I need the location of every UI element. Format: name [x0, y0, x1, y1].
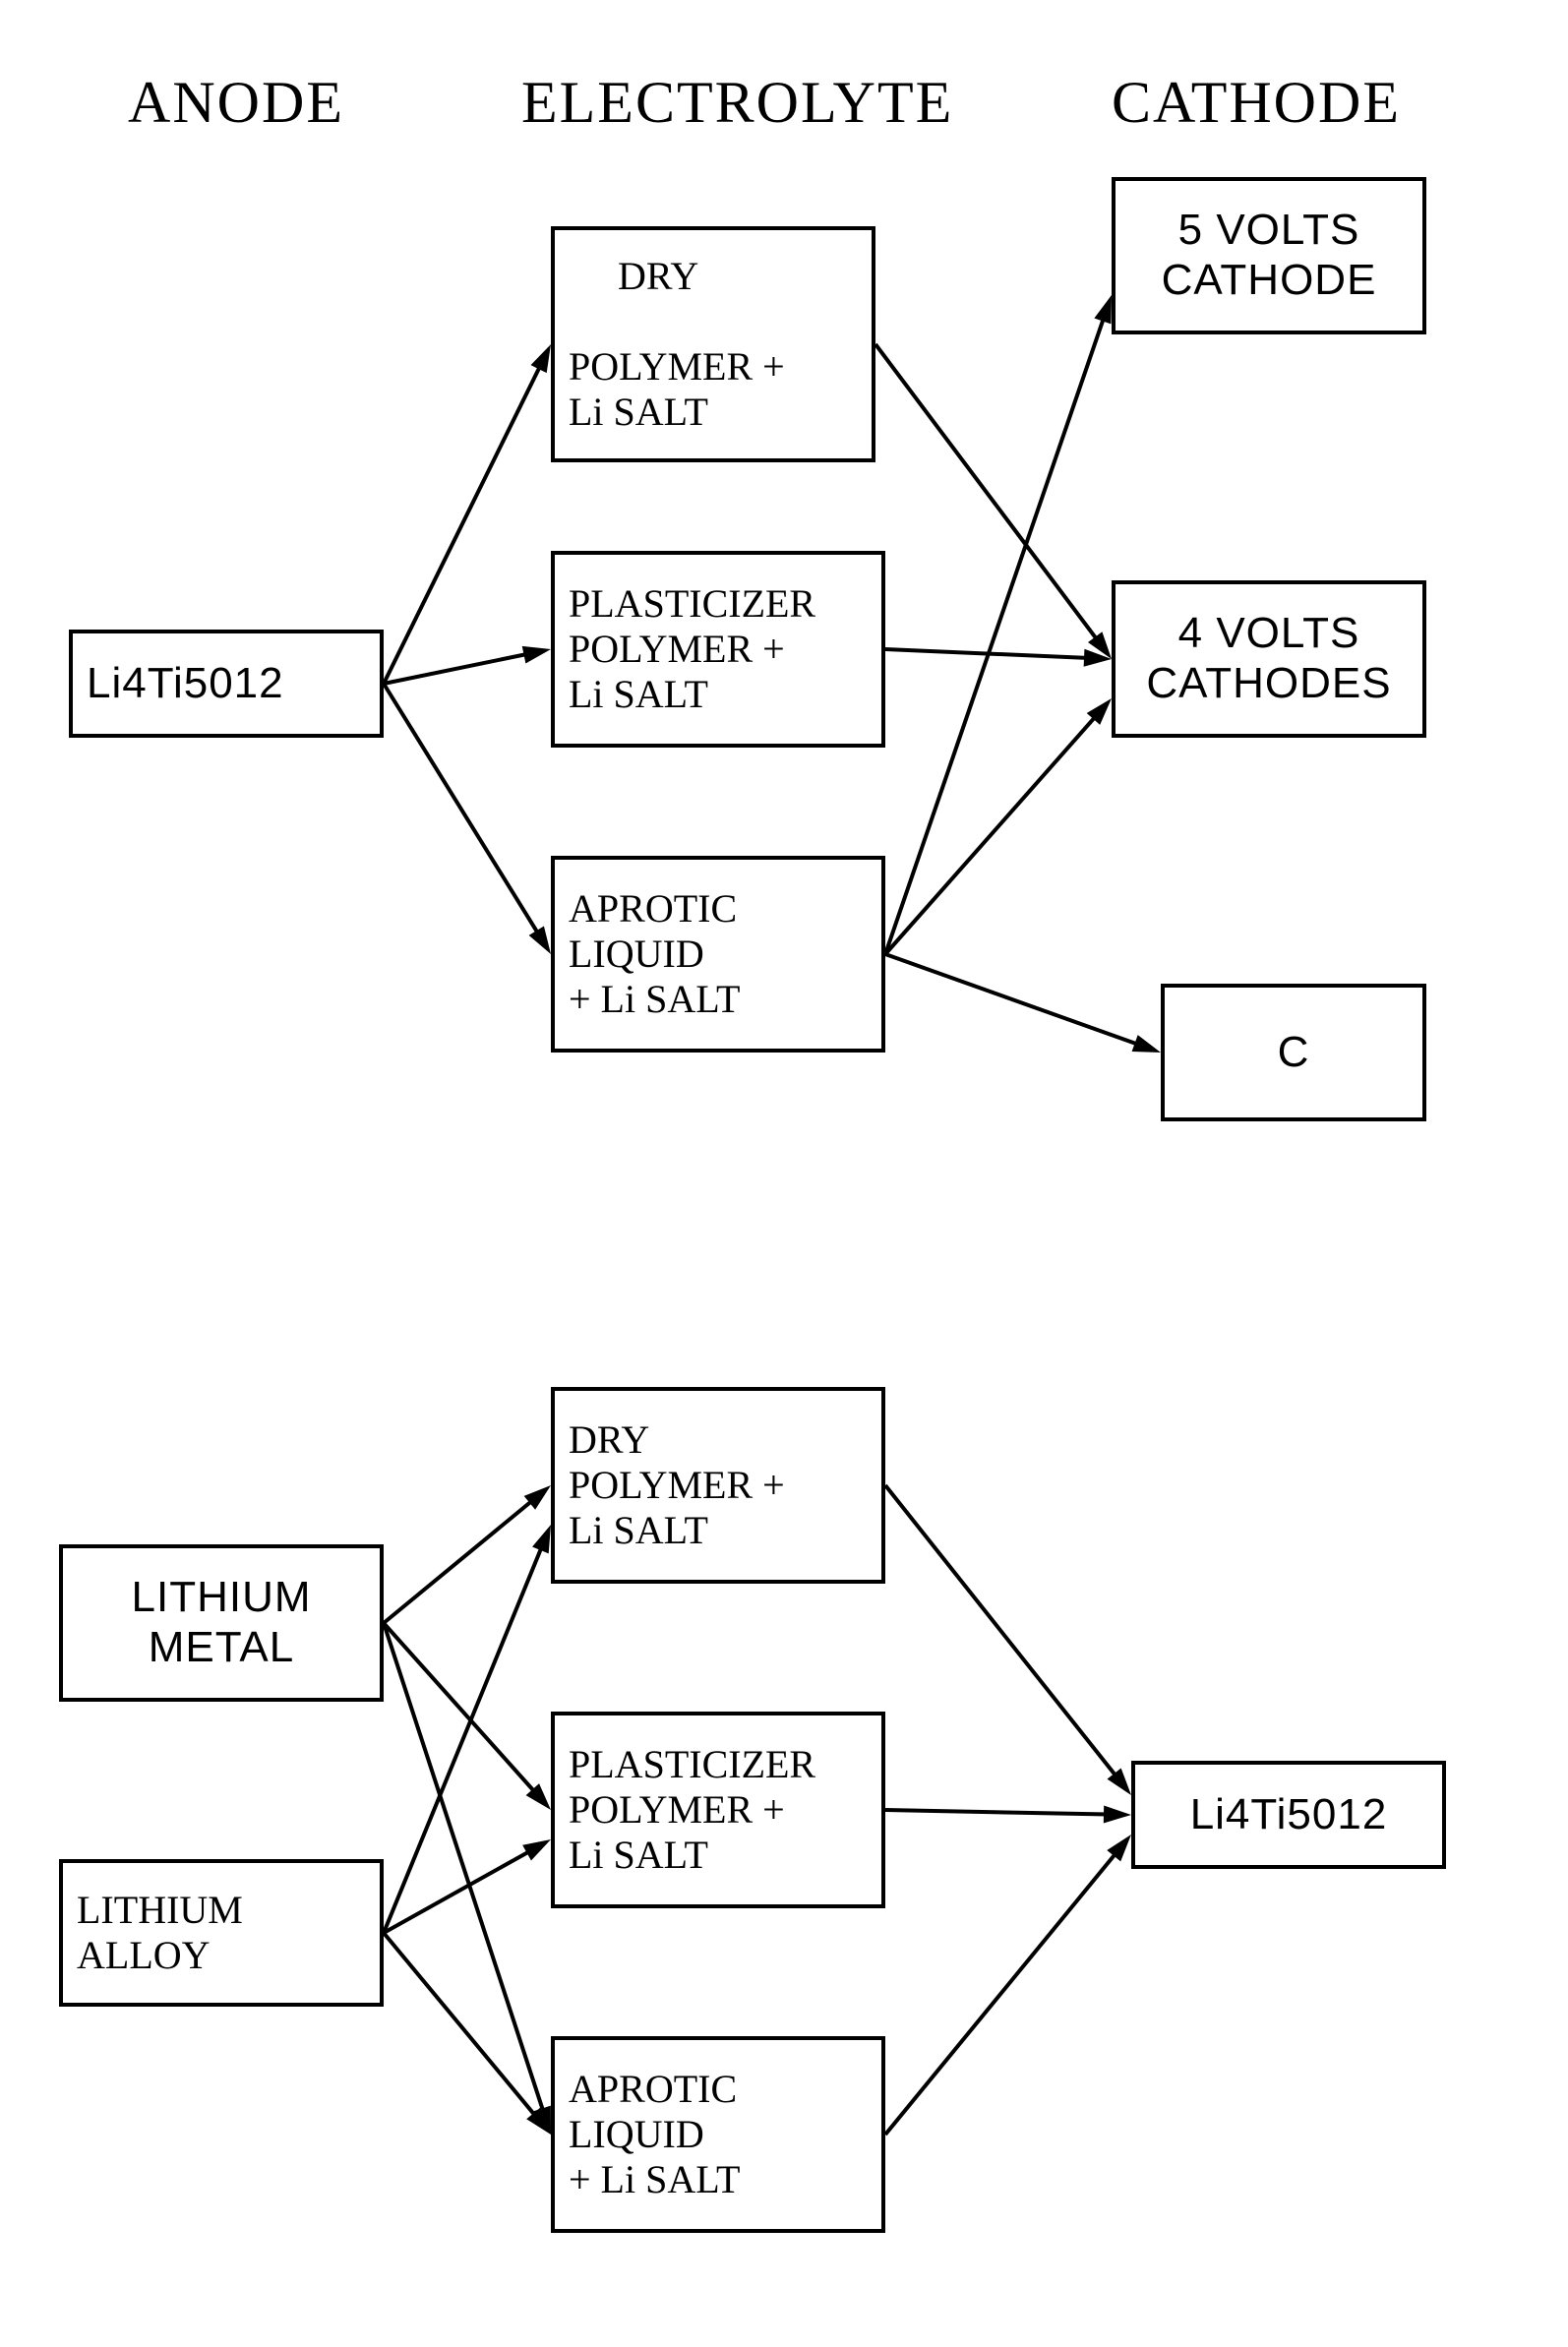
- edge-arrowhead: [526, 1783, 551, 1810]
- edge-arrowhead: [1087, 698, 1112, 725]
- node-text-line: Li4Ti5012: [1190, 1790, 1388, 1840]
- node-text-line: POLYMER +: [569, 1787, 868, 1833]
- node-n_cath4: 4 VOLTSCATHODES: [1112, 580, 1426, 738]
- edge-line: [384, 652, 535, 684]
- edge-line: [384, 359, 544, 684]
- node-text-line: 5 VOLTS: [1178, 206, 1360, 256]
- node-text-line: APROTIC: [569, 886, 868, 932]
- edge-line: [885, 1810, 1115, 1815]
- edge-line: [384, 1496, 538, 1623]
- node-n_plast1: PLASTICIZERPOLYMER +Li SALT: [551, 551, 885, 748]
- edge-line: [875, 344, 1102, 646]
- node-text-line: LIQUID: [569, 2112, 868, 2157]
- node-text-line: APROTIC: [569, 2067, 868, 2112]
- edge-line: [885, 1485, 1121, 1782]
- node-text-line: [569, 299, 858, 344]
- edge-arrowhead: [531, 344, 551, 373]
- edge-line: [384, 1933, 540, 2122]
- edge-line: [885, 311, 1107, 954]
- edge-line: [885, 1847, 1120, 2135]
- column-header-anode: ANODE: [128, 69, 344, 137]
- edge-arrowhead: [1104, 1805, 1131, 1823]
- edge-arrowhead: [529, 926, 551, 954]
- node-n_dry2: DRYPOLYMER +Li SALT: [551, 1387, 885, 1584]
- node-text-line: LIQUID: [569, 932, 868, 977]
- edge-arrowhead: [522, 646, 551, 664]
- node-n_cathLi: Li4Ti5012: [1131, 1761, 1446, 1869]
- edge-line: [384, 1540, 545, 1933]
- edge-arrowhead: [532, 1525, 551, 1553]
- node-text-line: LITHIUM: [77, 1888, 366, 1933]
- edge-arrowhead: [1108, 1768, 1131, 1795]
- node-text-line: METAL: [149, 1623, 294, 1673]
- node-text-line: ALLOY: [77, 1933, 366, 1978]
- node-text-line: POLYMER +: [569, 1463, 868, 1508]
- node-text-line: LITHIUM: [132, 1573, 312, 1623]
- diagram-canvas: ANODE ELECTROLYTE CATHODE Li4Ti5012 DRY …: [0, 0, 1568, 2347]
- edge-arrowhead: [1107, 1835, 1131, 1861]
- node-text-line: 4 VOLTS: [1178, 609, 1360, 659]
- edge-arrowhead: [1084, 649, 1112, 667]
- node-n_cathC: C: [1161, 984, 1426, 1121]
- node-text-line: Li4Ti5012: [87, 659, 366, 709]
- node-n_aprot1: APROTICLIQUID+ Li SALT: [551, 856, 885, 1053]
- edge-arrowhead: [534, 2106, 551, 2135]
- node-text-line: DRY: [569, 1417, 868, 1463]
- node-text-line: CATHODE: [1162, 256, 1377, 306]
- node-text-line: POLYMER +: [569, 627, 868, 672]
- edge-arrowhead: [526, 2108, 551, 2135]
- node-n_plast2: PLASTICIZERPOLYMER +Li SALT: [551, 1712, 885, 1908]
- edge-arrowhead: [522, 1839, 551, 1861]
- column-header-electrolyte: ELECTROLYTE: [521, 69, 953, 137]
- node-n_limetal: LITHIUMMETAL: [59, 1544, 384, 1702]
- node-n_dry1: DRY POLYMER +Li SALT: [551, 226, 875, 462]
- edge-line: [885, 649, 1095, 658]
- node-text-line: PLASTICIZER: [569, 581, 868, 627]
- node-n_aprot2: APROTICLIQUID+ Li SALT: [551, 2036, 885, 2233]
- node-text-line: CATHODES: [1146, 659, 1391, 709]
- edge-line: [384, 1623, 546, 2119]
- node-n_lialloy: LITHIUMALLOY: [59, 1859, 384, 2007]
- edge-arrowhead: [1132, 1035, 1161, 1053]
- edge-line: [384, 1623, 540, 1797]
- node-n_cath5: 5 VOLTSCATHODE: [1112, 177, 1426, 334]
- edge-arrowhead: [1094, 295, 1112, 324]
- node-text-line: Li SALT: [569, 1508, 868, 1553]
- node-n_anode1: Li4Ti5012: [69, 630, 384, 738]
- node-text-line: POLYMER +: [569, 344, 858, 390]
- column-header-cathode: CATHODE: [1112, 69, 1401, 137]
- node-text-line: Li SALT: [569, 1833, 868, 1878]
- edge-arrowhead: [1088, 632, 1112, 659]
- node-text-line: C: [1278, 1028, 1310, 1078]
- edge-line: [885, 954, 1145, 1047]
- node-text-line: Li SALT: [569, 390, 858, 435]
- node-text-line: DRY: [569, 254, 858, 299]
- edge-line: [885, 711, 1101, 954]
- node-text-line: PLASTICIZER: [569, 1742, 868, 1787]
- edge-arrowhead: [524, 1485, 551, 1510]
- node-text-line: + Li SALT: [569, 2157, 868, 2202]
- node-text-line: + Li SALT: [569, 977, 868, 1022]
- edge-line: [384, 684, 542, 940]
- edge-line: [384, 1847, 536, 1933]
- node-text-line: Li SALT: [569, 672, 868, 717]
